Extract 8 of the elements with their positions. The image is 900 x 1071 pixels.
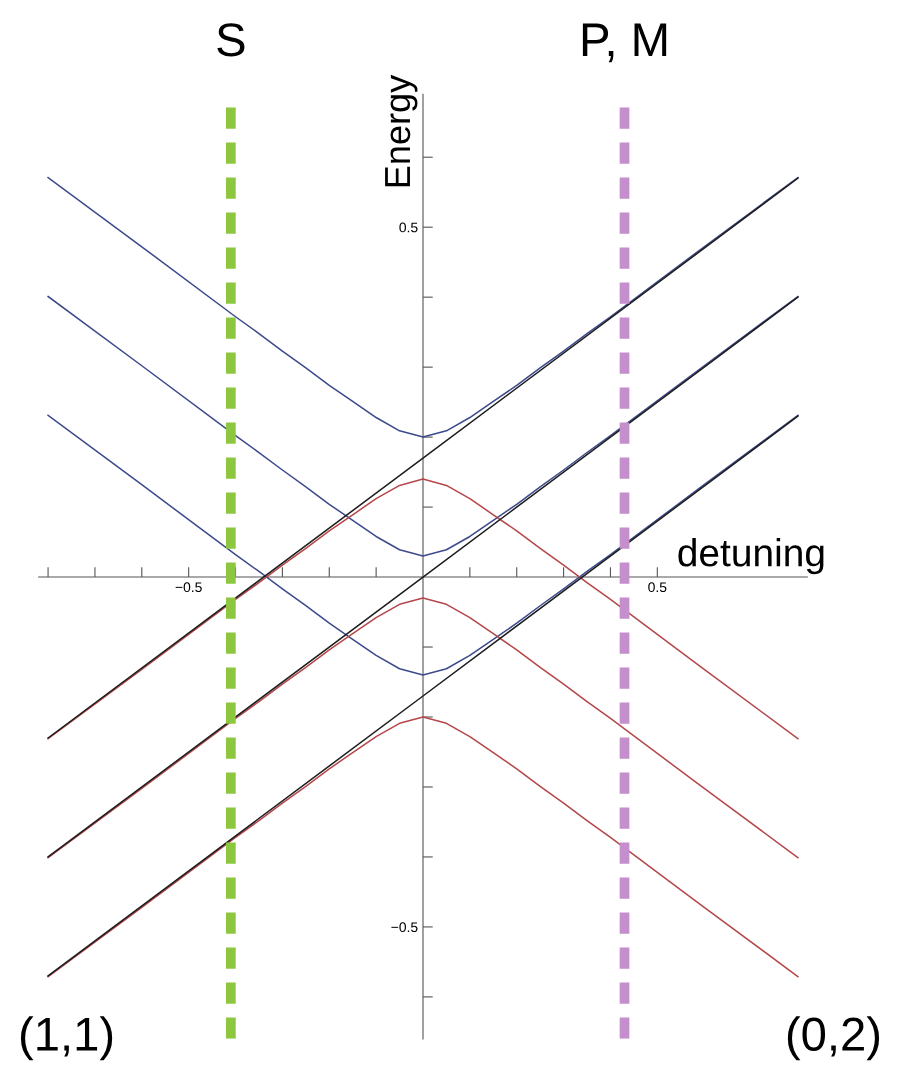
line-series — [47, 716, 799, 978]
line-series — [47, 597, 799, 859]
annotation: (1,1) — [20, 1016, 113, 1061]
annotation: (0,2) — [787, 1016, 880, 1061]
y-axis-title: Energy — [385, 74, 418, 187]
ref-line-label: S — [217, 23, 245, 57]
ref-line-label: P, M — [582, 23, 667, 63]
x-axis-title: detuning — [678, 538, 824, 575]
